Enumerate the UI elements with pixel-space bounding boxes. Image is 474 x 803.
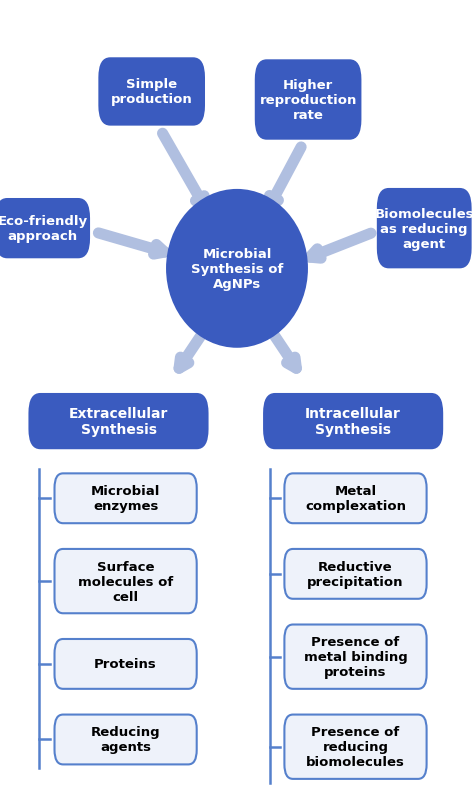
FancyBboxPatch shape (55, 474, 197, 524)
FancyBboxPatch shape (284, 549, 427, 599)
Text: Extracellular
Synthesis: Extracellular Synthesis (69, 406, 168, 437)
Text: Microbial
Synthesis of
AgNPs: Microbial Synthesis of AgNPs (191, 247, 283, 291)
Text: Biomolecules
as reducing
agent: Biomolecules as reducing agent (374, 207, 474, 251)
Text: Microbial
enzymes: Microbial enzymes (91, 485, 160, 512)
Text: Reducing
agents: Reducing agents (91, 726, 160, 753)
Text: Intracellular
Synthesis: Intracellular Synthesis (305, 406, 401, 437)
Text: Presence of
reducing
biomolecules: Presence of reducing biomolecules (306, 725, 405, 768)
FancyBboxPatch shape (284, 474, 427, 524)
FancyBboxPatch shape (284, 715, 427, 779)
Text: Simple
production: Simple production (111, 79, 192, 106)
FancyBboxPatch shape (377, 189, 472, 269)
Text: Surface
molecules of
cell: Surface molecules of cell (78, 560, 173, 603)
Text: Presence of
metal binding
proteins: Presence of metal binding proteins (304, 635, 407, 679)
Text: Metal
complexation: Metal complexation (305, 485, 406, 512)
Text: Proteins: Proteins (94, 658, 157, 671)
FancyBboxPatch shape (0, 199, 90, 259)
FancyBboxPatch shape (99, 58, 205, 126)
Text: Eco-friendly
approach: Eco-friendly approach (0, 215, 88, 243)
FancyBboxPatch shape (55, 639, 197, 689)
FancyBboxPatch shape (263, 393, 443, 450)
FancyBboxPatch shape (28, 393, 209, 450)
FancyBboxPatch shape (55, 715, 197, 764)
FancyBboxPatch shape (284, 625, 427, 689)
Ellipse shape (167, 190, 307, 347)
FancyBboxPatch shape (55, 549, 197, 613)
FancyBboxPatch shape (255, 60, 361, 141)
Text: Higher
reproduction
rate: Higher reproduction rate (259, 79, 357, 122)
Text: Reductive
precipitation: Reductive precipitation (307, 560, 404, 588)
